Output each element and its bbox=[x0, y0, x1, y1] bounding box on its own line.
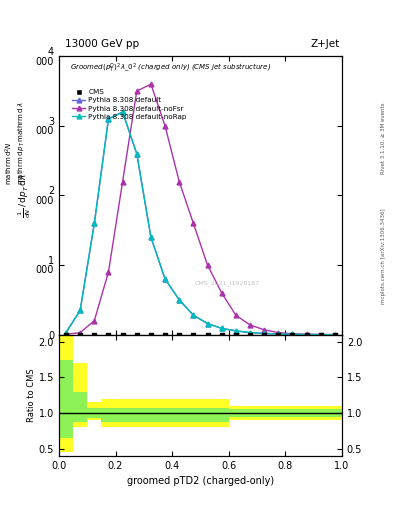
CMS bbox=[91, 331, 97, 339]
Pythia 8.308 default bbox=[290, 331, 295, 337]
Pythia 8.308 default-noRap bbox=[163, 276, 167, 282]
CMS bbox=[289, 331, 296, 339]
Pythia 8.308 default-noRap bbox=[120, 109, 125, 115]
Pythia 8.308 default-noRap bbox=[276, 331, 281, 337]
Pythia 8.308 default-noFsr bbox=[78, 330, 83, 336]
Pythia 8.308 default-noFsr bbox=[233, 312, 238, 318]
Pythia 8.308 default-noFsr bbox=[163, 123, 167, 129]
CMS bbox=[303, 331, 310, 339]
Polygon shape bbox=[59, 335, 342, 452]
Y-axis label: $\frac{1}{\mathrm{d}N}\,/\,\mathrm{d}p_T\,\mathrm{d}\lambda$: $\frac{1}{\mathrm{d}N}\,/\,\mathrm{d}p_T… bbox=[17, 173, 33, 218]
Pythia 8.308 default bbox=[191, 312, 196, 318]
CMS bbox=[204, 331, 211, 339]
Text: 13000 GeV pp: 13000 GeV pp bbox=[65, 38, 139, 49]
Pythia 8.308 default bbox=[276, 331, 281, 337]
Pythia 8.308 default-noRap bbox=[318, 332, 323, 338]
Y-axis label: Ratio to CMS: Ratio to CMS bbox=[27, 368, 36, 422]
Pythia 8.308 default-noRap bbox=[262, 330, 266, 336]
Pythia 8.308 default-noRap bbox=[191, 312, 196, 318]
CMS bbox=[105, 331, 112, 339]
Pythia 8.308 default-noRap bbox=[149, 234, 153, 240]
CMS bbox=[162, 331, 168, 339]
Pythia 8.308 default-noFsr bbox=[205, 262, 210, 268]
Pythia 8.308 default-noFsr bbox=[120, 179, 125, 185]
CMS bbox=[318, 331, 324, 339]
Pythia 8.308 default bbox=[332, 332, 337, 338]
Line: Pythia 8.308 default: Pythia 8.308 default bbox=[64, 110, 337, 337]
Pythia 8.308 default-noRap bbox=[248, 330, 252, 336]
Line: Pythia 8.308 default-noFsr: Pythia 8.308 default-noFsr bbox=[64, 82, 337, 337]
Pythia 8.308 default-noRap bbox=[78, 307, 83, 313]
Pythia 8.308 default-noRap bbox=[304, 331, 309, 337]
Text: Groomed$(p_T^D)^2\lambda\_0^2$ (charged only) (CMS jet substructure): Groomed$(p_T^D)^2\lambda\_0^2$ (charged … bbox=[70, 62, 272, 75]
CMS bbox=[190, 331, 196, 339]
Pythia 8.308 default bbox=[219, 325, 224, 331]
CMS bbox=[134, 331, 140, 339]
Pythia 8.308 default bbox=[64, 330, 68, 336]
Pythia 8.308 default-noFsr bbox=[248, 322, 252, 328]
CMS bbox=[176, 331, 182, 339]
Text: Z+Jet: Z+Jet bbox=[311, 38, 340, 49]
CMS bbox=[63, 331, 69, 339]
Pythia 8.308 default-noRap bbox=[92, 220, 97, 226]
Pythia 8.308 default-noFsr bbox=[106, 269, 111, 275]
Pythia 8.308 default-noRap bbox=[64, 330, 68, 336]
Pythia 8.308 default bbox=[304, 331, 309, 337]
Pythia 8.308 default bbox=[120, 109, 125, 115]
Pythia 8.308 default-noFsr bbox=[290, 331, 295, 337]
CMS bbox=[247, 331, 253, 339]
Pythia 8.308 default-noFsr bbox=[64, 331, 68, 337]
Pythia 8.308 default bbox=[318, 332, 323, 338]
CMS bbox=[77, 331, 83, 339]
Pythia 8.308 default-noFsr bbox=[304, 331, 309, 337]
Pythia 8.308 default-noRap bbox=[177, 297, 182, 303]
Pythia 8.308 default-noRap bbox=[290, 331, 295, 337]
Pythia 8.308 default-noFsr bbox=[332, 332, 337, 338]
Pythia 8.308 default bbox=[262, 330, 266, 336]
Pythia 8.308 default bbox=[233, 328, 238, 334]
Pythia 8.308 default bbox=[92, 220, 97, 226]
CMS bbox=[332, 331, 338, 339]
X-axis label: groomed pTD2 (charged-only): groomed pTD2 (charged-only) bbox=[127, 476, 274, 486]
Pythia 8.308 default-noRap bbox=[134, 151, 139, 157]
Pythia 8.308 default-noRap bbox=[332, 332, 337, 338]
Pythia 8.308 default-noFsr bbox=[134, 88, 139, 94]
Polygon shape bbox=[59, 359, 342, 438]
Pythia 8.308 default bbox=[205, 321, 210, 327]
Line: Pythia 8.308 default-noRap: Pythia 8.308 default-noRap bbox=[64, 110, 337, 337]
Pythia 8.308 default-noFsr bbox=[276, 330, 281, 336]
Legend: CMS, Pythia 8.308 default, Pythia 8.308 default-noFsr, Pythia 8.308 default-noRa: CMS, Pythia 8.308 default, Pythia 8.308 … bbox=[71, 88, 188, 121]
Pythia 8.308 default-noRap bbox=[219, 325, 224, 331]
Pythia 8.308 default-noRap bbox=[205, 321, 210, 327]
Text: $\mathrm{mathrm\,d}^2N$
$\mathrm{mathrm\,d}\,p_T\,\mathrm{mathrm\,d}\,\lambda$: $\mathrm{mathrm\,d}^2N$ $\mathrm{mathrm\… bbox=[4, 101, 27, 185]
CMS bbox=[233, 331, 239, 339]
Pythia 8.308 default-noRap bbox=[106, 116, 111, 122]
Text: mcplots.cern.ch [arXiv:1306.3436]: mcplots.cern.ch [arXiv:1306.3436] bbox=[381, 208, 386, 304]
Text: Rivet 3.1.10, ≥ 3M events: Rivet 3.1.10, ≥ 3M events bbox=[381, 102, 386, 174]
CMS bbox=[219, 331, 225, 339]
Pythia 8.308 default-noFsr bbox=[149, 81, 153, 87]
Pythia 8.308 default-noFsr bbox=[262, 327, 266, 333]
Pythia 8.308 default-noFsr bbox=[191, 220, 196, 226]
Pythia 8.308 default-noFsr bbox=[219, 290, 224, 296]
Pythia 8.308 default bbox=[163, 276, 167, 282]
CMS bbox=[148, 331, 154, 339]
Pythia 8.308 default bbox=[134, 151, 139, 157]
Pythia 8.308 default-noRap bbox=[233, 328, 238, 334]
CMS bbox=[275, 331, 281, 339]
Pythia 8.308 default bbox=[149, 234, 153, 240]
Pythia 8.308 default bbox=[248, 330, 252, 336]
Pythia 8.308 default-noFsr bbox=[177, 179, 182, 185]
Pythia 8.308 default-noFsr bbox=[318, 331, 323, 337]
Pythia 8.308 default bbox=[177, 297, 182, 303]
Pythia 8.308 default bbox=[106, 116, 111, 122]
Text: CMS_2021_I1920187: CMS_2021_I1920187 bbox=[195, 281, 260, 286]
CMS bbox=[261, 331, 267, 339]
Pythia 8.308 default bbox=[78, 307, 83, 313]
Pythia 8.308 default-noFsr bbox=[92, 317, 97, 324]
CMS bbox=[119, 331, 126, 339]
